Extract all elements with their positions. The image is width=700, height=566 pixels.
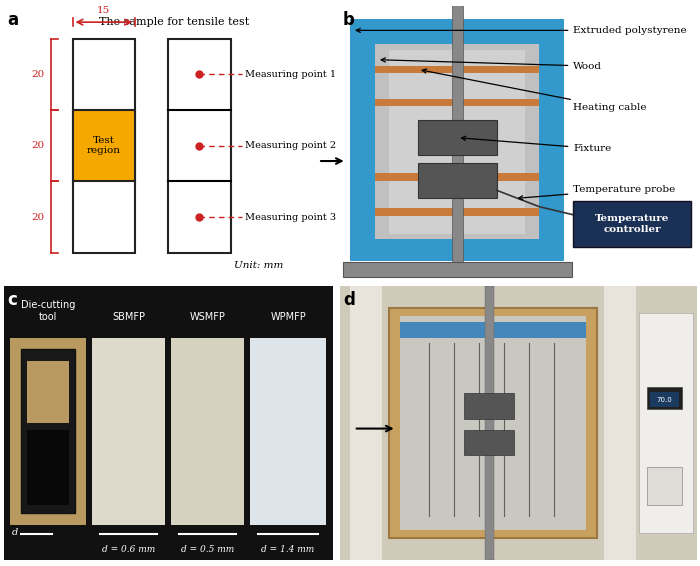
- Text: c: c: [7, 291, 17, 310]
- Bar: [375, 66, 540, 74]
- Text: Extruded polystyrene: Extruded polystyrene: [356, 26, 687, 35]
- Text: Temperature
controller: Temperature controller: [595, 214, 669, 234]
- Text: Unit: mm: Unit: mm: [234, 260, 283, 269]
- Bar: [350, 286, 382, 560]
- Text: WSMFP: WSMFP: [190, 311, 225, 321]
- Bar: [375, 99, 540, 106]
- Bar: [389, 308, 596, 538]
- Bar: [27, 430, 69, 505]
- Text: 15: 15: [97, 6, 111, 15]
- Bar: [465, 430, 514, 455]
- Bar: [10, 338, 85, 525]
- Text: b: b: [343, 11, 355, 29]
- Text: The sample for tensile test: The sample for tensile test: [99, 17, 250, 27]
- Bar: [27, 361, 69, 423]
- Bar: [650, 392, 678, 406]
- Text: Test
region: Test region: [87, 136, 121, 155]
- Bar: [389, 50, 525, 234]
- Bar: [73, 110, 135, 181]
- Bar: [603, 286, 636, 560]
- Bar: [418, 120, 496, 155]
- Bar: [639, 314, 693, 533]
- Text: Measuring point 2: Measuring point 2: [245, 141, 337, 150]
- Bar: [418, 163, 496, 198]
- Text: d = 0.6 mm: d = 0.6 mm: [102, 545, 155, 554]
- Bar: [375, 44, 540, 239]
- Bar: [573, 200, 691, 247]
- Bar: [375, 208, 540, 216]
- Bar: [21, 349, 75, 513]
- Text: 70.0: 70.0: [657, 397, 672, 403]
- Text: a: a: [7, 11, 18, 29]
- Bar: [350, 19, 375, 261]
- Bar: [465, 393, 514, 419]
- Text: SBMFP: SBMFP: [112, 311, 145, 321]
- Bar: [350, 19, 564, 44]
- Bar: [647, 467, 682, 505]
- Text: Measuring point 3: Measuring point 3: [245, 212, 337, 221]
- Text: Die-cutting
tool: Die-cutting tool: [21, 300, 75, 321]
- Bar: [92, 338, 164, 525]
- Bar: [168, 38, 230, 252]
- Text: d = 0.5 mm: d = 0.5 mm: [181, 545, 234, 554]
- Text: 20: 20: [32, 70, 45, 79]
- Bar: [400, 316, 586, 530]
- Bar: [647, 387, 682, 409]
- Bar: [375, 173, 540, 181]
- Text: 20: 20: [32, 212, 45, 221]
- Bar: [350, 239, 564, 261]
- Text: Fixture: Fixture: [461, 136, 612, 153]
- Bar: [485, 286, 494, 560]
- Text: WPMFP: WPMFP: [270, 311, 306, 321]
- Text: Heating cable: Heating cable: [422, 69, 647, 112]
- Bar: [251, 338, 326, 525]
- Text: 20: 20: [32, 141, 45, 150]
- Text: d = 1.4 mm: d = 1.4 mm: [262, 545, 315, 554]
- FancyBboxPatch shape: [0, 3, 336, 286]
- Bar: [73, 38, 135, 252]
- Text: Wood: Wood: [382, 58, 602, 71]
- Bar: [540, 19, 564, 261]
- Text: d: d: [11, 529, 18, 537]
- Bar: [21, 423, 75, 426]
- Bar: [172, 338, 244, 525]
- Bar: [452, 3, 463, 272]
- Text: Measuring point 1: Measuring point 1: [245, 70, 337, 79]
- Text: Temperature probe: Temperature probe: [519, 185, 676, 200]
- Bar: [343, 262, 571, 277]
- Text: d: d: [343, 291, 355, 310]
- Bar: [400, 321, 586, 338]
